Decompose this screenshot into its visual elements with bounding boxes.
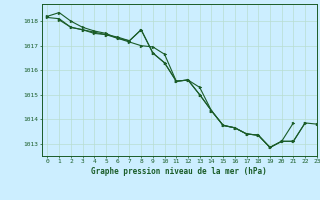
X-axis label: Graphe pression niveau de la mer (hPa): Graphe pression niveau de la mer (hPa) [91,167,267,176]
